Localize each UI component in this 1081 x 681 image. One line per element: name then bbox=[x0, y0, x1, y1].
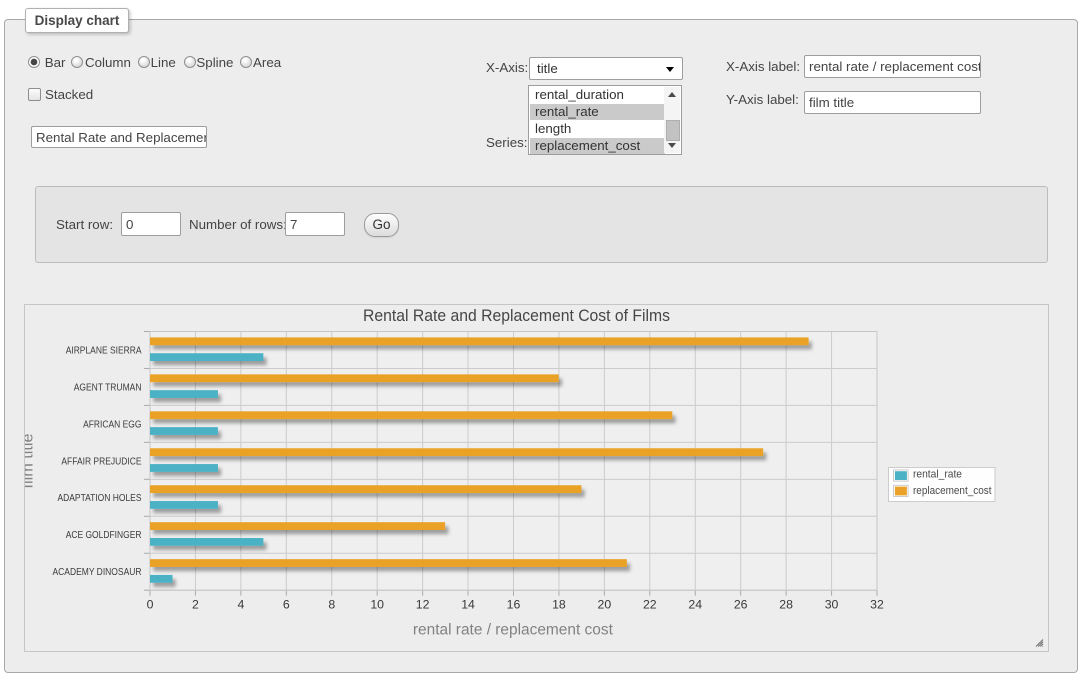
svg-text:4: 4 bbox=[237, 597, 244, 611]
svg-text:ACE GOLDFINGER: ACE GOLDFINGER bbox=[66, 530, 142, 541]
svg-text:24: 24 bbox=[688, 597, 702, 611]
svg-text:26: 26 bbox=[734, 597, 748, 611]
svg-text:22: 22 bbox=[643, 597, 657, 611]
svg-text:28: 28 bbox=[779, 597, 793, 611]
svg-text:20: 20 bbox=[598, 597, 612, 611]
svg-text:0: 0 bbox=[147, 597, 154, 611]
svg-text:ACADEMY DINOSAUR: ACADEMY DINOSAUR bbox=[53, 567, 142, 578]
svg-text:AFRICAN EGG: AFRICAN EGG bbox=[83, 419, 141, 430]
svg-text:30: 30 bbox=[825, 597, 839, 611]
svg-text:12: 12 bbox=[416, 597, 430, 611]
svg-text:32: 32 bbox=[870, 597, 884, 611]
svg-text:14: 14 bbox=[461, 597, 475, 611]
svg-text:6: 6 bbox=[283, 597, 290, 611]
svg-text:replacement_cost: replacement_cost bbox=[913, 485, 992, 497]
svg-text:ADAPTATION HOLES: ADAPTATION HOLES bbox=[58, 493, 142, 504]
svg-text:film title: film title bbox=[25, 434, 37, 489]
svg-text:AFFAIR PREJUDICE: AFFAIR PREJUDICE bbox=[61, 456, 141, 467]
svg-text:AGENT TRUMAN: AGENT TRUMAN bbox=[74, 382, 142, 393]
svg-text:16: 16 bbox=[507, 597, 521, 611]
svg-text:AIRPLANE SIERRA: AIRPLANE SIERRA bbox=[66, 345, 142, 356]
svg-text:rental_rate: rental_rate bbox=[913, 468, 962, 480]
svg-text:2: 2 bbox=[192, 597, 199, 611]
svg-text:10: 10 bbox=[370, 597, 384, 611]
svg-text:8: 8 bbox=[328, 597, 335, 611]
svg-text:Rental Rate and Replacement Co: Rental Rate and Replacement Cost of Film… bbox=[363, 306, 670, 325]
svg-text:18: 18 bbox=[552, 597, 566, 611]
svg-text:rental rate / replacement cost: rental rate / replacement cost bbox=[413, 621, 614, 638]
